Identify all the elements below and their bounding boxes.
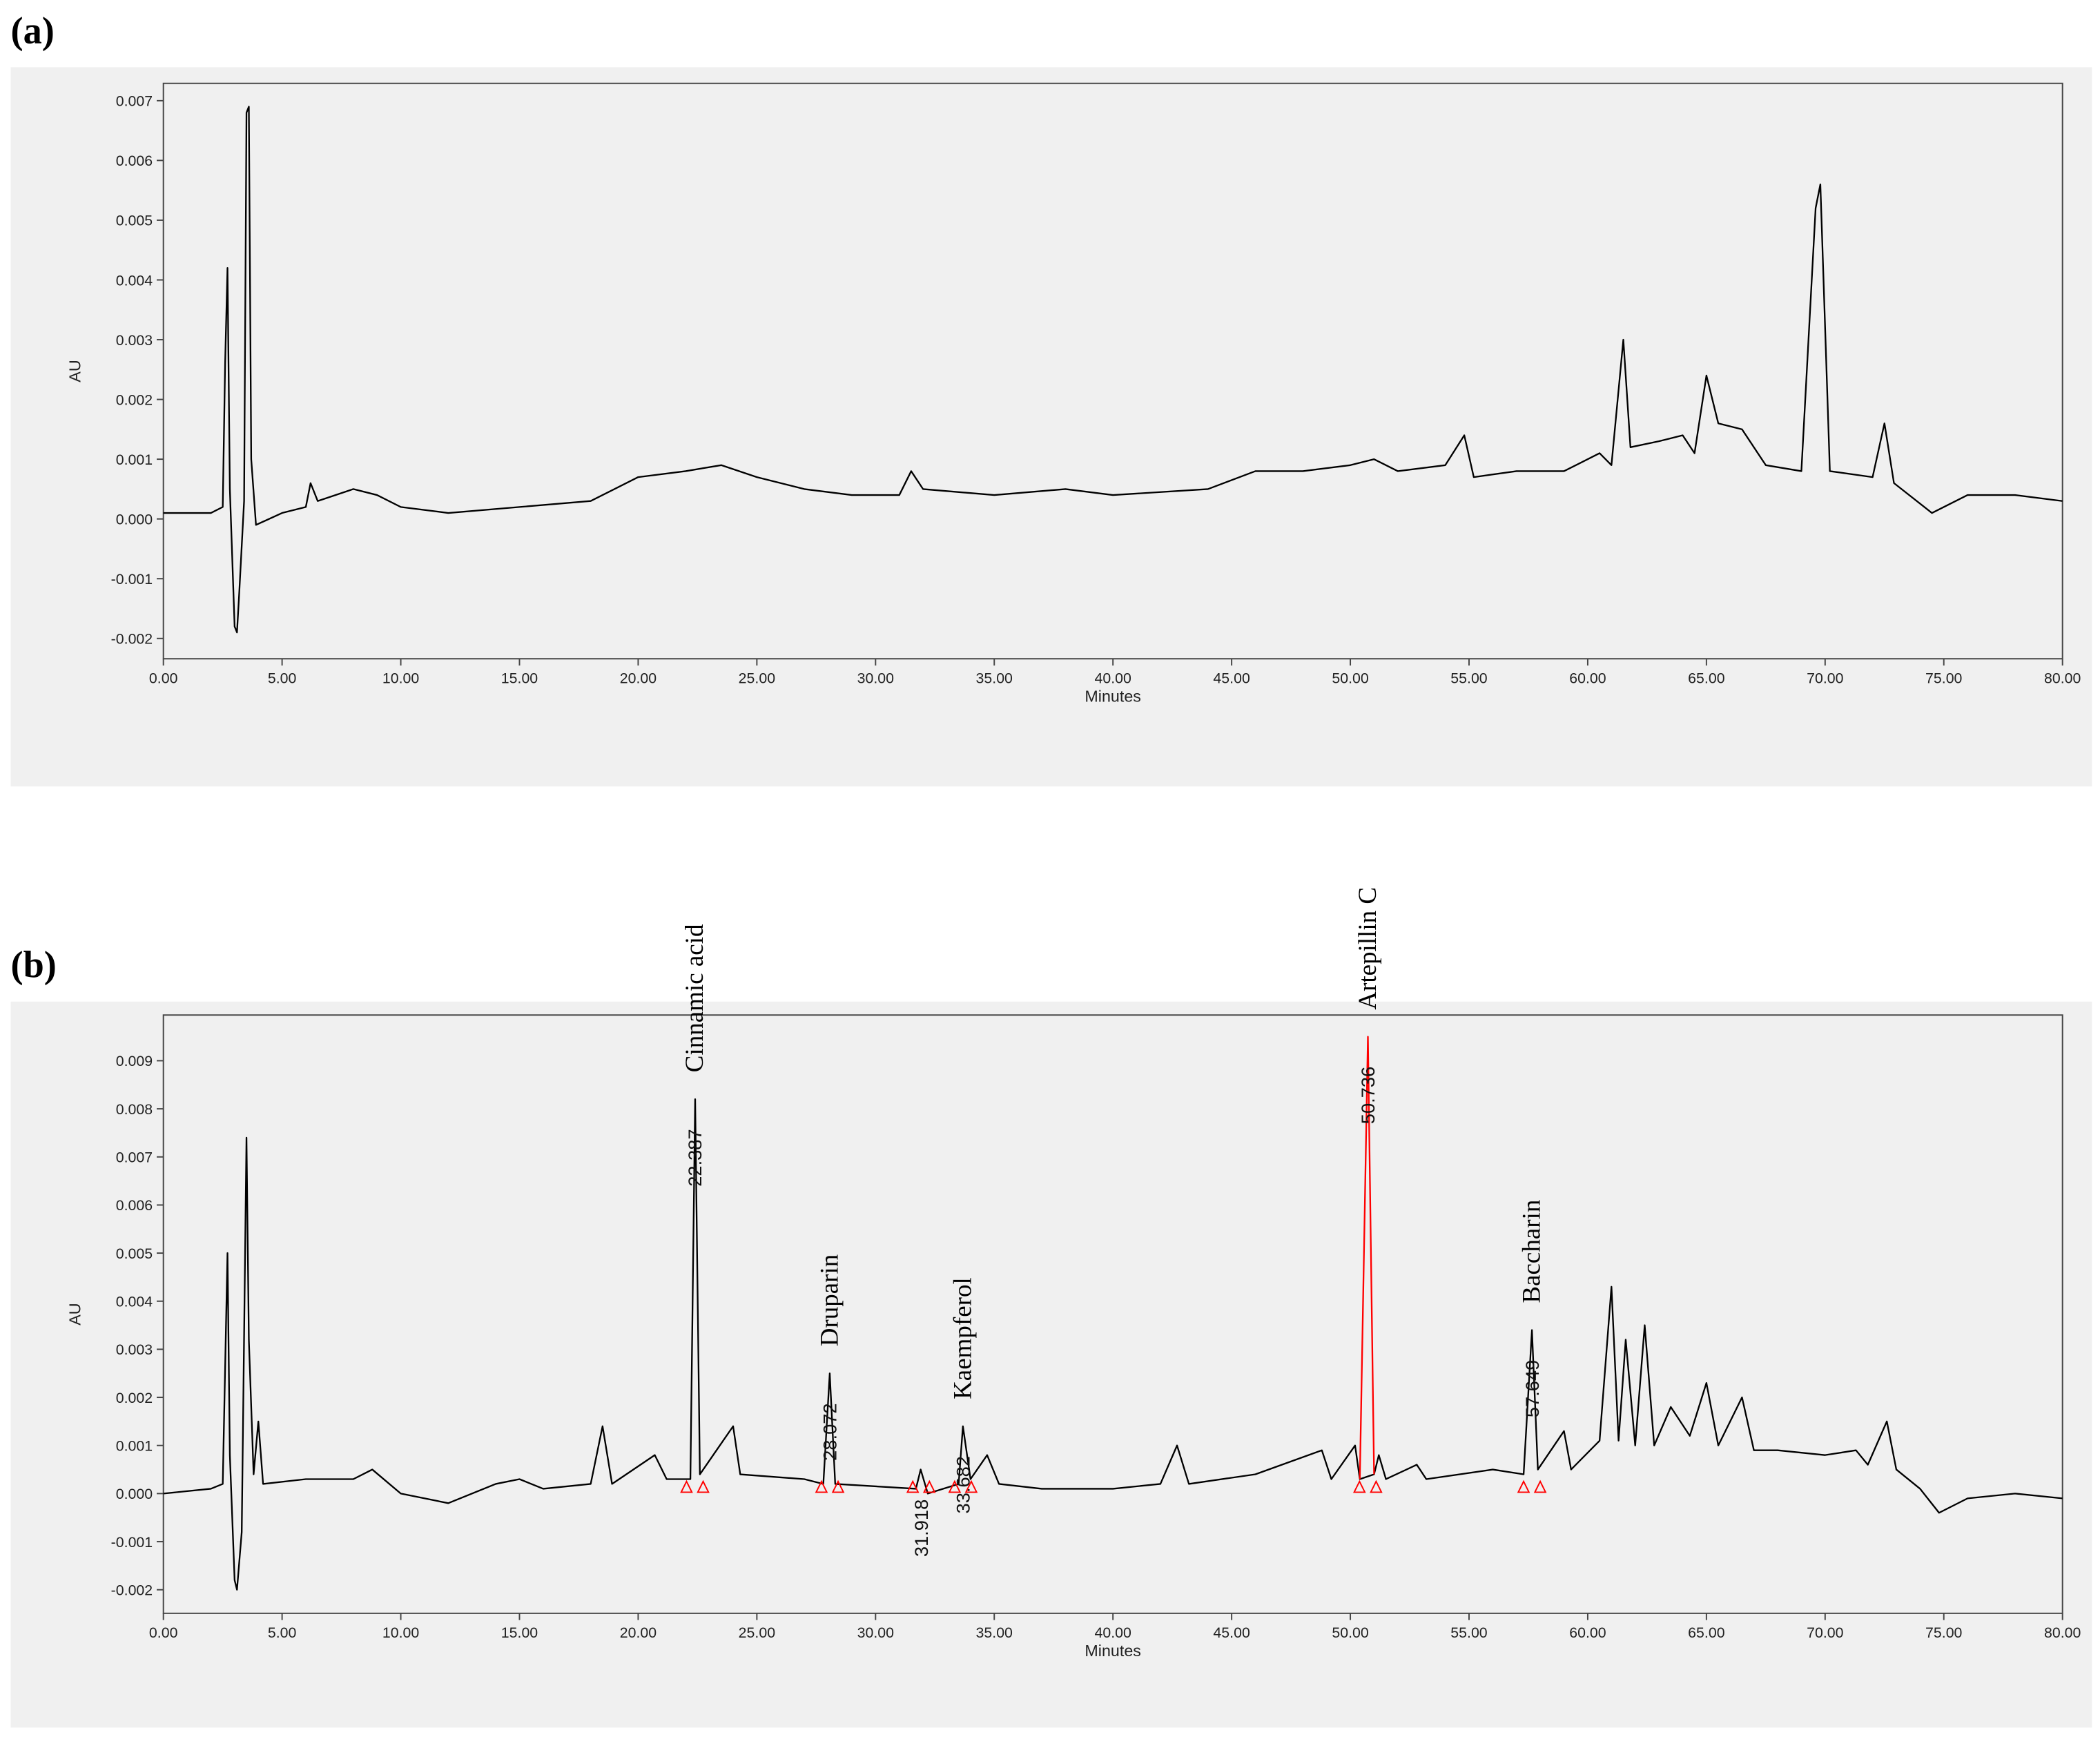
peak-name: Baccharin <box>1517 1200 1546 1303</box>
x-tick-label: 50.00 <box>1332 1624 1369 1641</box>
x-tick-label: 5.00 <box>268 670 297 686</box>
x-tick-label: 10.00 <box>382 1624 420 1641</box>
x-tick-label: 80.00 <box>2044 1624 2081 1641</box>
panel-label: (a) <box>11 10 55 51</box>
x-tick-label: 15.00 <box>501 670 538 686</box>
x-tick-label: 75.00 <box>1925 1624 1963 1641</box>
peak-name: Cinnamic acid <box>680 924 708 1072</box>
retention-time-label: 50.736 <box>1357 1067 1379 1124</box>
x-tick-label: 40.00 <box>1094 670 1131 686</box>
x-tick-label: 20.00 <box>620 1624 657 1641</box>
chromatogram-trace <box>163 1098 2063 1591</box>
y-tick-label: -0.002 <box>111 631 153 648</box>
x-tick-label: 45.00 <box>1213 670 1250 686</box>
y-tick-label: 0.005 <box>116 213 153 229</box>
integration-marker <box>1517 1479 1530 1493</box>
x-tick-label: 20.00 <box>620 670 657 686</box>
integration-marker <box>948 1479 962 1493</box>
x-tick-label: 55.00 <box>1450 1624 1488 1641</box>
y-tick-label: 0.003 <box>116 332 153 349</box>
y-tick-label: 0.002 <box>116 391 153 408</box>
retention-time-label: 28.072 <box>819 1403 841 1460</box>
y-axis-label: AU <box>66 1303 84 1325</box>
peak-name: Kaempferol <box>949 1277 977 1399</box>
x-tick-label: 65.00 <box>1688 1624 1725 1641</box>
integration-marker <box>831 1479 845 1493</box>
panel-background <box>10 67 2092 787</box>
x-tick-label: 30.00 <box>857 670 895 686</box>
x-tick-label: 65.00 <box>1688 670 1725 686</box>
integration-marker <box>906 1479 920 1493</box>
y-tick-label: 0.008 <box>116 1101 153 1118</box>
x-tick-label: 25.00 <box>739 1624 776 1641</box>
x-tick-label: 60.00 <box>1569 670 1606 686</box>
peak-name: Artepillin C <box>1353 887 1381 1010</box>
y-tick-label: -0.001 <box>111 571 153 588</box>
y-tick-label: -0.001 <box>111 1534 153 1551</box>
chromatogram-trace <box>163 106 2063 634</box>
y-tick-label: 0.007 <box>116 1149 153 1166</box>
x-tick-label: 50.00 <box>1332 670 1369 686</box>
x-tick-label: 80.00 <box>2044 670 2081 686</box>
retention-time-label: 22.387 <box>684 1129 706 1186</box>
y-tick-label: 0.003 <box>116 1341 153 1358</box>
x-tick-label: 40.00 <box>1094 1624 1131 1641</box>
integration-marker <box>1352 1479 1366 1493</box>
integration-marker <box>680 1479 693 1493</box>
x-tick-label: 75.00 <box>1925 670 1963 686</box>
chromatogram-trace <box>1359 1036 1375 1479</box>
integration-marker <box>1533 1479 1547 1493</box>
x-axis-label: Minutes <box>1085 687 1140 705</box>
y-tick-label: 0.009 <box>116 1053 153 1069</box>
x-tick-label: 70.00 <box>1807 1624 1844 1641</box>
x-tick-label: 35.00 <box>976 670 1013 686</box>
retention-time-label: 31.918 <box>911 1500 932 1557</box>
integration-marker <box>815 1479 828 1493</box>
peak-name: Druparin <box>815 1254 844 1347</box>
y-tick-label: 0.002 <box>116 1390 153 1406</box>
y-tick-label: 0.007 <box>116 93 153 110</box>
x-tick-label: 0.00 <box>149 670 178 686</box>
y-tick-label: -0.002 <box>111 1582 153 1598</box>
panel-label: (b) <box>11 944 57 986</box>
x-tick-label: 60.00 <box>1569 1624 1606 1641</box>
x-tick-label: 25.00 <box>739 670 776 686</box>
y-tick-label: 0.000 <box>116 1486 153 1502</box>
y-tick-label: 0.004 <box>116 1293 153 1310</box>
y-tick-label: 0.001 <box>116 1437 153 1454</box>
x-tick-label: 0.00 <box>149 1624 178 1641</box>
y-tick-label: 0.006 <box>116 1197 153 1214</box>
y-tick-label: 0.006 <box>116 153 153 169</box>
x-tick-label: 45.00 <box>1213 1624 1250 1641</box>
y-tick-label: 0.001 <box>116 452 153 468</box>
x-tick-label: 15.00 <box>501 1624 538 1641</box>
x-tick-label: 5.00 <box>268 1624 297 1641</box>
x-tick-label: 70.00 <box>1807 670 1844 686</box>
x-tick-label: 30.00 <box>857 1624 895 1641</box>
y-tick-label: 0.000 <box>116 511 153 527</box>
y-tick-label: 0.005 <box>116 1245 153 1262</box>
x-tick-label: 10.00 <box>382 670 420 686</box>
integration-marker <box>964 1479 978 1493</box>
panel-background <box>10 1001 2092 1728</box>
integration-marker <box>922 1479 936 1493</box>
y-tick-label: 0.004 <box>116 272 153 289</box>
integration-marker <box>1370 1479 1383 1493</box>
x-tick-label: 35.00 <box>976 1624 1013 1641</box>
x-tick-label: 55.00 <box>1450 670 1488 686</box>
x-axis-label: Minutes <box>1085 1642 1140 1660</box>
y-axis-label: AU <box>66 360 84 382</box>
retention-time-label: 57.649 <box>1521 1360 1543 1417</box>
integration-marker <box>697 1479 710 1493</box>
